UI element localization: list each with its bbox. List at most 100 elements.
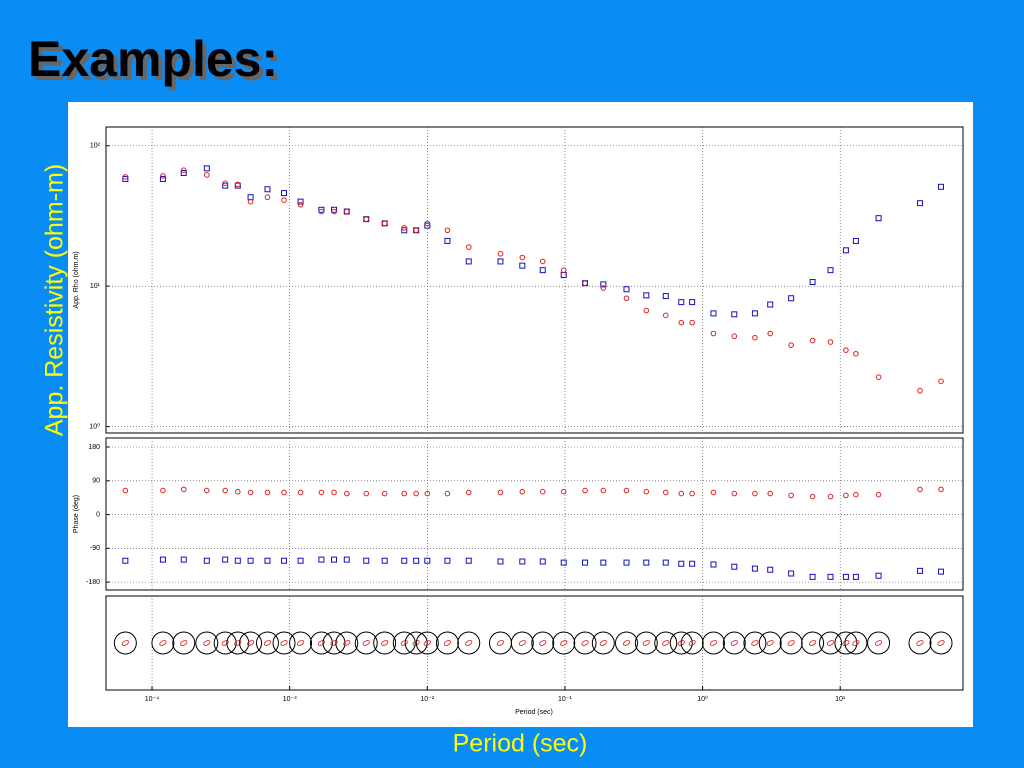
- panel-y-label: Phase (deg): [73, 495, 80, 533]
- data-point: [497, 258, 504, 265]
- polar-diagram: [404, 631, 428, 655]
- data-point: [600, 285, 607, 291]
- data-point: [662, 489, 669, 496]
- polar-diagram-inner: [787, 640, 795, 646]
- data-point: [424, 222, 431, 229]
- polar-diagram: [255, 631, 279, 655]
- data-point: [938, 378, 944, 385]
- data-point: [710, 489, 717, 496]
- data-point: [331, 208, 337, 215]
- polar-panel: [105, 595, 964, 691]
- data-point: [809, 493, 816, 500]
- polar-diagram: [654, 631, 678, 655]
- polar-diagram-inner: [539, 640, 547, 646]
- data-point: [222, 182, 229, 189]
- data-point: [297, 198, 304, 205]
- data-point: [767, 490, 774, 497]
- polar-diagram: [435, 631, 459, 655]
- data-point: [297, 201, 304, 208]
- polar-diagram-inner: [280, 640, 288, 646]
- x-tick-label: 10¹: [835, 696, 846, 703]
- data-point: [122, 174, 129, 180]
- polar-diagram-inner: [662, 640, 670, 646]
- data-point: [767, 301, 774, 308]
- x-axis-label: Period (sec): [453, 730, 588, 758]
- data-point: [560, 559, 567, 566]
- polar-diagram-inner: [809, 640, 817, 646]
- data-point: [938, 183, 945, 190]
- data-point: [752, 334, 758, 341]
- polar-diagram: [354, 631, 378, 655]
- data-point: [752, 490, 758, 497]
- data-point: [331, 556, 338, 563]
- data-point: [731, 311, 738, 318]
- polar-diagram: [335, 631, 359, 655]
- polar-diagram-inner: [688, 640, 696, 646]
- data-point: [159, 175, 166, 182]
- data-point: [539, 258, 546, 265]
- polar-diagram-inner: [381, 640, 389, 646]
- polar-diagram-inner: [296, 640, 305, 646]
- data-point: [343, 490, 350, 497]
- polar-diagram-inner: [159, 640, 167, 646]
- polar-diagram: [415, 631, 439, 655]
- data-point: [343, 208, 350, 215]
- chart-area: [68, 102, 973, 727]
- data-point: [264, 194, 271, 201]
- data-point: [539, 558, 546, 565]
- polar-diagram: [573, 631, 597, 655]
- data-point: [751, 565, 758, 572]
- data-point: [678, 299, 685, 306]
- data-point: [318, 206, 325, 213]
- x-tick-label: 10⁰: [697, 695, 708, 703]
- data-point: [560, 488, 567, 495]
- title-shadow: Examples:: [32, 35, 282, 91]
- data-point: [643, 292, 650, 299]
- data-point: [843, 492, 849, 499]
- data-point: [222, 556, 229, 563]
- data-point: [465, 258, 472, 265]
- polar-diagram: [322, 631, 346, 655]
- polar-diagram-inner: [121, 640, 129, 646]
- data-point: [413, 557, 420, 564]
- polar-diagram: [801, 631, 825, 655]
- data-point: [788, 342, 794, 348]
- data-point: [917, 567, 924, 574]
- data-point: [122, 487, 129, 494]
- y-tick-label: 10¹: [90, 283, 101, 290]
- polar-diagram: [289, 631, 313, 655]
- data-point: [318, 489, 325, 496]
- data-point: [875, 572, 882, 579]
- data-point: [281, 557, 288, 564]
- data-point: [235, 488, 241, 495]
- data-point: [710, 330, 717, 337]
- data-point: [842, 573, 849, 580]
- data-point: [331, 206, 338, 213]
- data-point: [600, 559, 607, 566]
- data-point: [623, 559, 630, 566]
- polar-diagram: [239, 631, 263, 655]
- polar-diagram-inner: [874, 640, 883, 646]
- data-point: [180, 486, 187, 493]
- polar-diagram: [819, 631, 842, 655]
- polar-diagram: [195, 631, 219, 655]
- data-point: [343, 556, 350, 563]
- data-point: [159, 556, 166, 563]
- polar-diagram: [758, 631, 782, 655]
- data-point: [444, 490, 451, 497]
- data-point: [767, 330, 774, 337]
- polar-diagram-inner: [443, 640, 452, 646]
- data-point: [809, 573, 816, 580]
- data-point: [180, 169, 187, 176]
- data-point: [678, 490, 685, 497]
- data-point: [662, 312, 669, 319]
- polar-diagram: [722, 631, 746, 655]
- x-tick-label: 10⁻³: [283, 696, 297, 703]
- data-point: [497, 558, 504, 565]
- data-point: [560, 267, 567, 273]
- data-point: [497, 251, 504, 257]
- y-tick-label: 10²: [90, 143, 101, 150]
- data-point: [203, 172, 210, 178]
- data-point: [444, 237, 451, 244]
- x-tick-label: 10⁻¹: [558, 696, 572, 703]
